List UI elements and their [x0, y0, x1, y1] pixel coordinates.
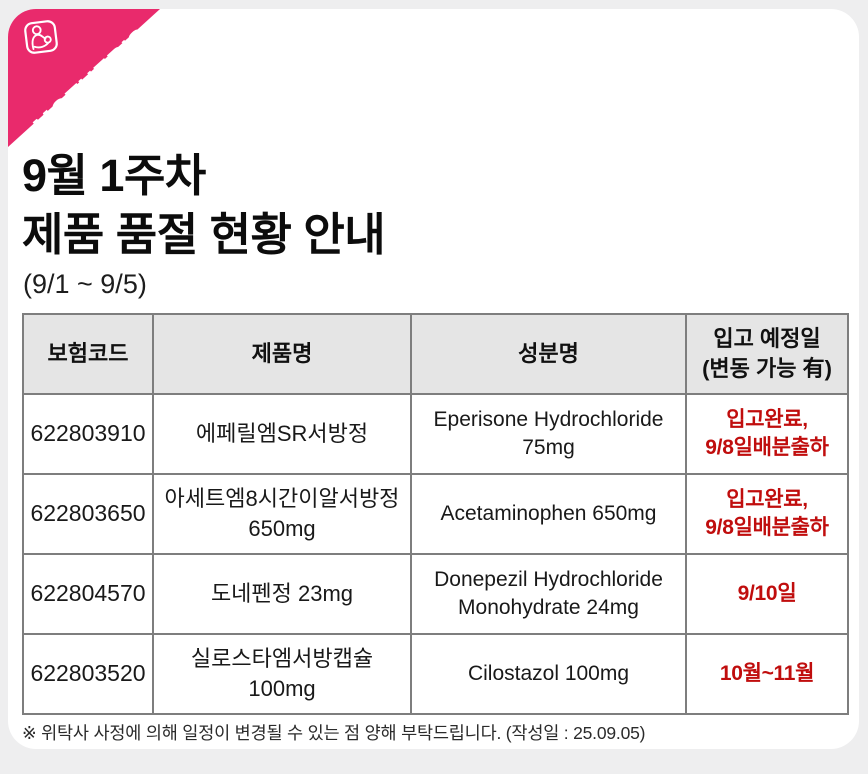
notice-card: MOTHER'S PHARMACEUTICAL CO.,LTD. 9월 1주차 … — [8, 9, 859, 749]
table-row: 622803910 에페릴엠SR서방정 Eperisone Hydrochlor… — [22, 393, 849, 475]
insurance-code: 622803650 — [22, 473, 154, 555]
col-header-product-name: 제품명 — [152, 313, 412, 395]
col-header-insurance-code: 보험코드 — [22, 313, 154, 395]
ingredient-name: Acetaminophen 650mg — [410, 473, 687, 555]
product-name: 도네펜정 23mg — [152, 553, 412, 635]
mother-and-baby-icon — [22, 18, 60, 56]
table-row: 622803650 아세트엠8시간이알서방정 650mg Acetaminoph… — [22, 473, 849, 555]
insurance-code: 622803910 — [22, 393, 154, 475]
stockout-table: 보험코드 제품명 성분명 입고 예정일 (변동 가능 有) 622803910 … — [22, 313, 849, 715]
company-logo: MOTHER'S PHARMACEUTICAL CO.,LTD. — [8, 9, 160, 147]
arrival-date: 입고완료, 9/8일배분출하 — [685, 393, 849, 475]
col-header-arrival-date: 입고 예정일 (변동 가능 有) — [685, 313, 849, 395]
ingredient-name: Eperisone Hydrochloride 75mg — [410, 393, 687, 475]
disclaimer-note: ※ 위탁사 사정에 의해 일정이 변경될 수 있는 점 양해 부탁드립니다. (… — [22, 723, 646, 743]
logo-corner-triangle — [8, 9, 160, 147]
insurance-code: 622803520 — [22, 633, 154, 715]
col-header-ingredient-name: 성분명 — [410, 313, 687, 395]
arrival-date: 9/10일 — [685, 553, 849, 635]
page-title: 9월 1주차 제품 품절 현황 안내 — [22, 150, 386, 260]
product-name: 실로스타엠서방캡슐 100mg — [152, 633, 412, 715]
insurance-code: 622804570 — [22, 553, 154, 635]
product-name: 에페릴엠SR서방정 — [152, 393, 412, 475]
product-name: 아세트엠8시간이알서방정 650mg — [152, 473, 412, 555]
ingredient-name: Cilostazol 100mg — [410, 633, 687, 715]
ingredient-name: Donepezil Hydrochloride Monohydrate 24mg — [410, 553, 687, 635]
date-range: (9/1 ~ 9/5) — [23, 269, 147, 299]
table-header-row: 보험코드 제품명 성분명 입고 예정일 (변동 가능 有) — [22, 313, 849, 395]
table-row: 622804570 도네펜정 23mg Donepezil Hydrochlor… — [22, 553, 849, 635]
table-row: 622803520 실로스타엠서방캡슐 100mg Cilostazol 100… — [22, 633, 849, 715]
arrival-date: 10월~11월 — [685, 633, 849, 715]
stockout-table-wrap: 보험코드 제품명 성분명 입고 예정일 (변동 가능 有) 622803910 … — [22, 313, 849, 715]
arrival-date: 입고완료, 9/8일배분출하 — [685, 473, 849, 555]
